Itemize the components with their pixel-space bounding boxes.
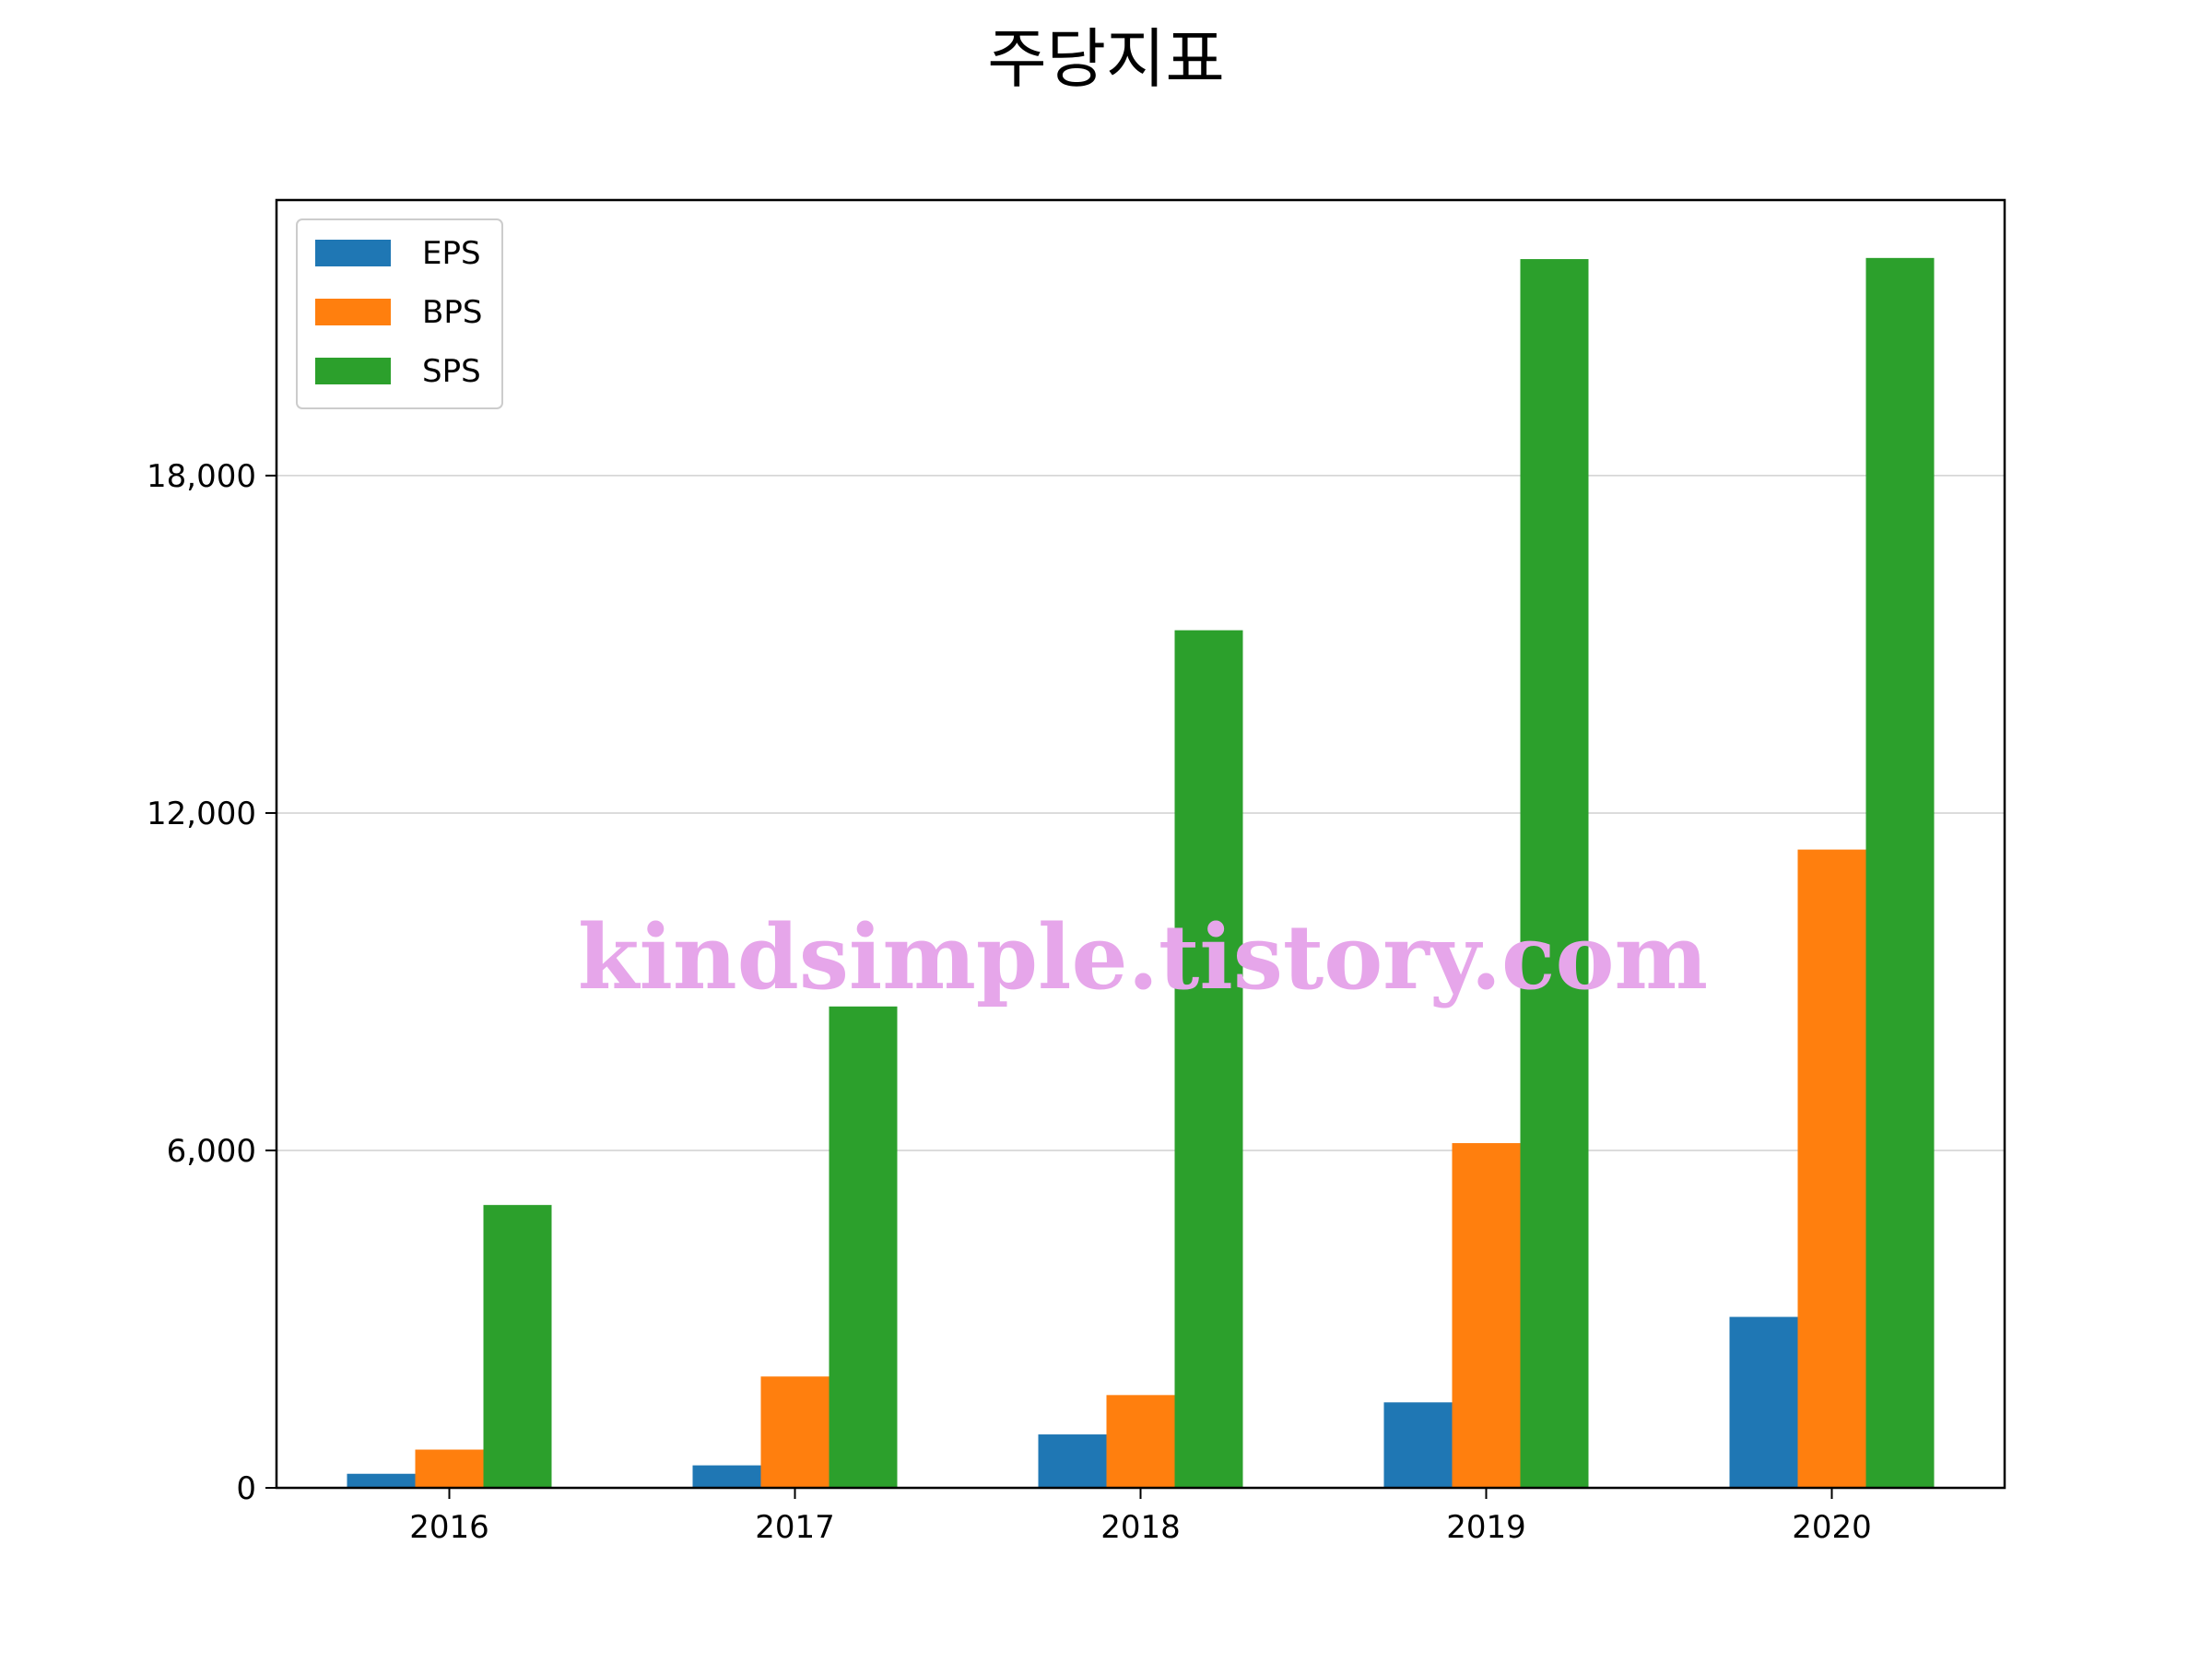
- bar-sps-2019: [1520, 259, 1589, 1489]
- axes: 0 6,000 12,000 18,000 2016 2017 2018 2019 2020: [147, 458, 1872, 1546]
- x-tick-label: 2019: [1446, 1509, 1526, 1546]
- bar-sps-2017: [829, 1006, 898, 1488]
- bar-sps-2016: [483, 1205, 552, 1488]
- y-tick-label: 12,000: [147, 796, 256, 832]
- y-tick-label: 6,000: [167, 1133, 256, 1170]
- bar-bps-2019: [1452, 1143, 1521, 1488]
- bar-sps-2020: [1865, 257, 1935, 1489]
- legend: EPS BPS SPS: [296, 218, 503, 409]
- bars: [347, 257, 1935, 1489]
- gridlines: [276, 475, 2005, 1151]
- chart-title: 주당지표: [987, 21, 1225, 97]
- legend-swatch-eps: [315, 240, 391, 266]
- bar-eps-2019: [1383, 1402, 1453, 1488]
- legend-label-eps: EPS: [422, 235, 481, 272]
- bar-bps-2018: [1106, 1395, 1175, 1488]
- bar-eps-2018: [1038, 1434, 1107, 1488]
- bar-bps-2016: [415, 1449, 484, 1488]
- bar-eps-2020: [1729, 1316, 1798, 1488]
- legend-swatch-bps: [315, 299, 391, 325]
- x-tick-label: 2017: [755, 1509, 835, 1546]
- bar-bps-2017: [760, 1376, 830, 1488]
- x-tick-label: 2020: [1792, 1509, 1872, 1546]
- legend-label-sps: SPS: [422, 353, 481, 390]
- bar-eps-2016: [347, 1473, 416, 1488]
- x-tick-label: 2018: [1100, 1509, 1181, 1546]
- y-tick-label: 0: [236, 1470, 256, 1507]
- y-tick-label: 18,000: [147, 458, 256, 495]
- bar-bps-2020: [1797, 849, 1866, 1488]
- bar-sps-2018: [1174, 630, 1243, 1488]
- legend-label-bps: BPS: [422, 294, 482, 331]
- legend-swatch-sps: [315, 358, 391, 384]
- watermark: kindsimple.tistory.com: [578, 905, 1708, 1009]
- x-tick-label: 2016: [409, 1509, 489, 1546]
- bar-eps-2017: [692, 1465, 761, 1488]
